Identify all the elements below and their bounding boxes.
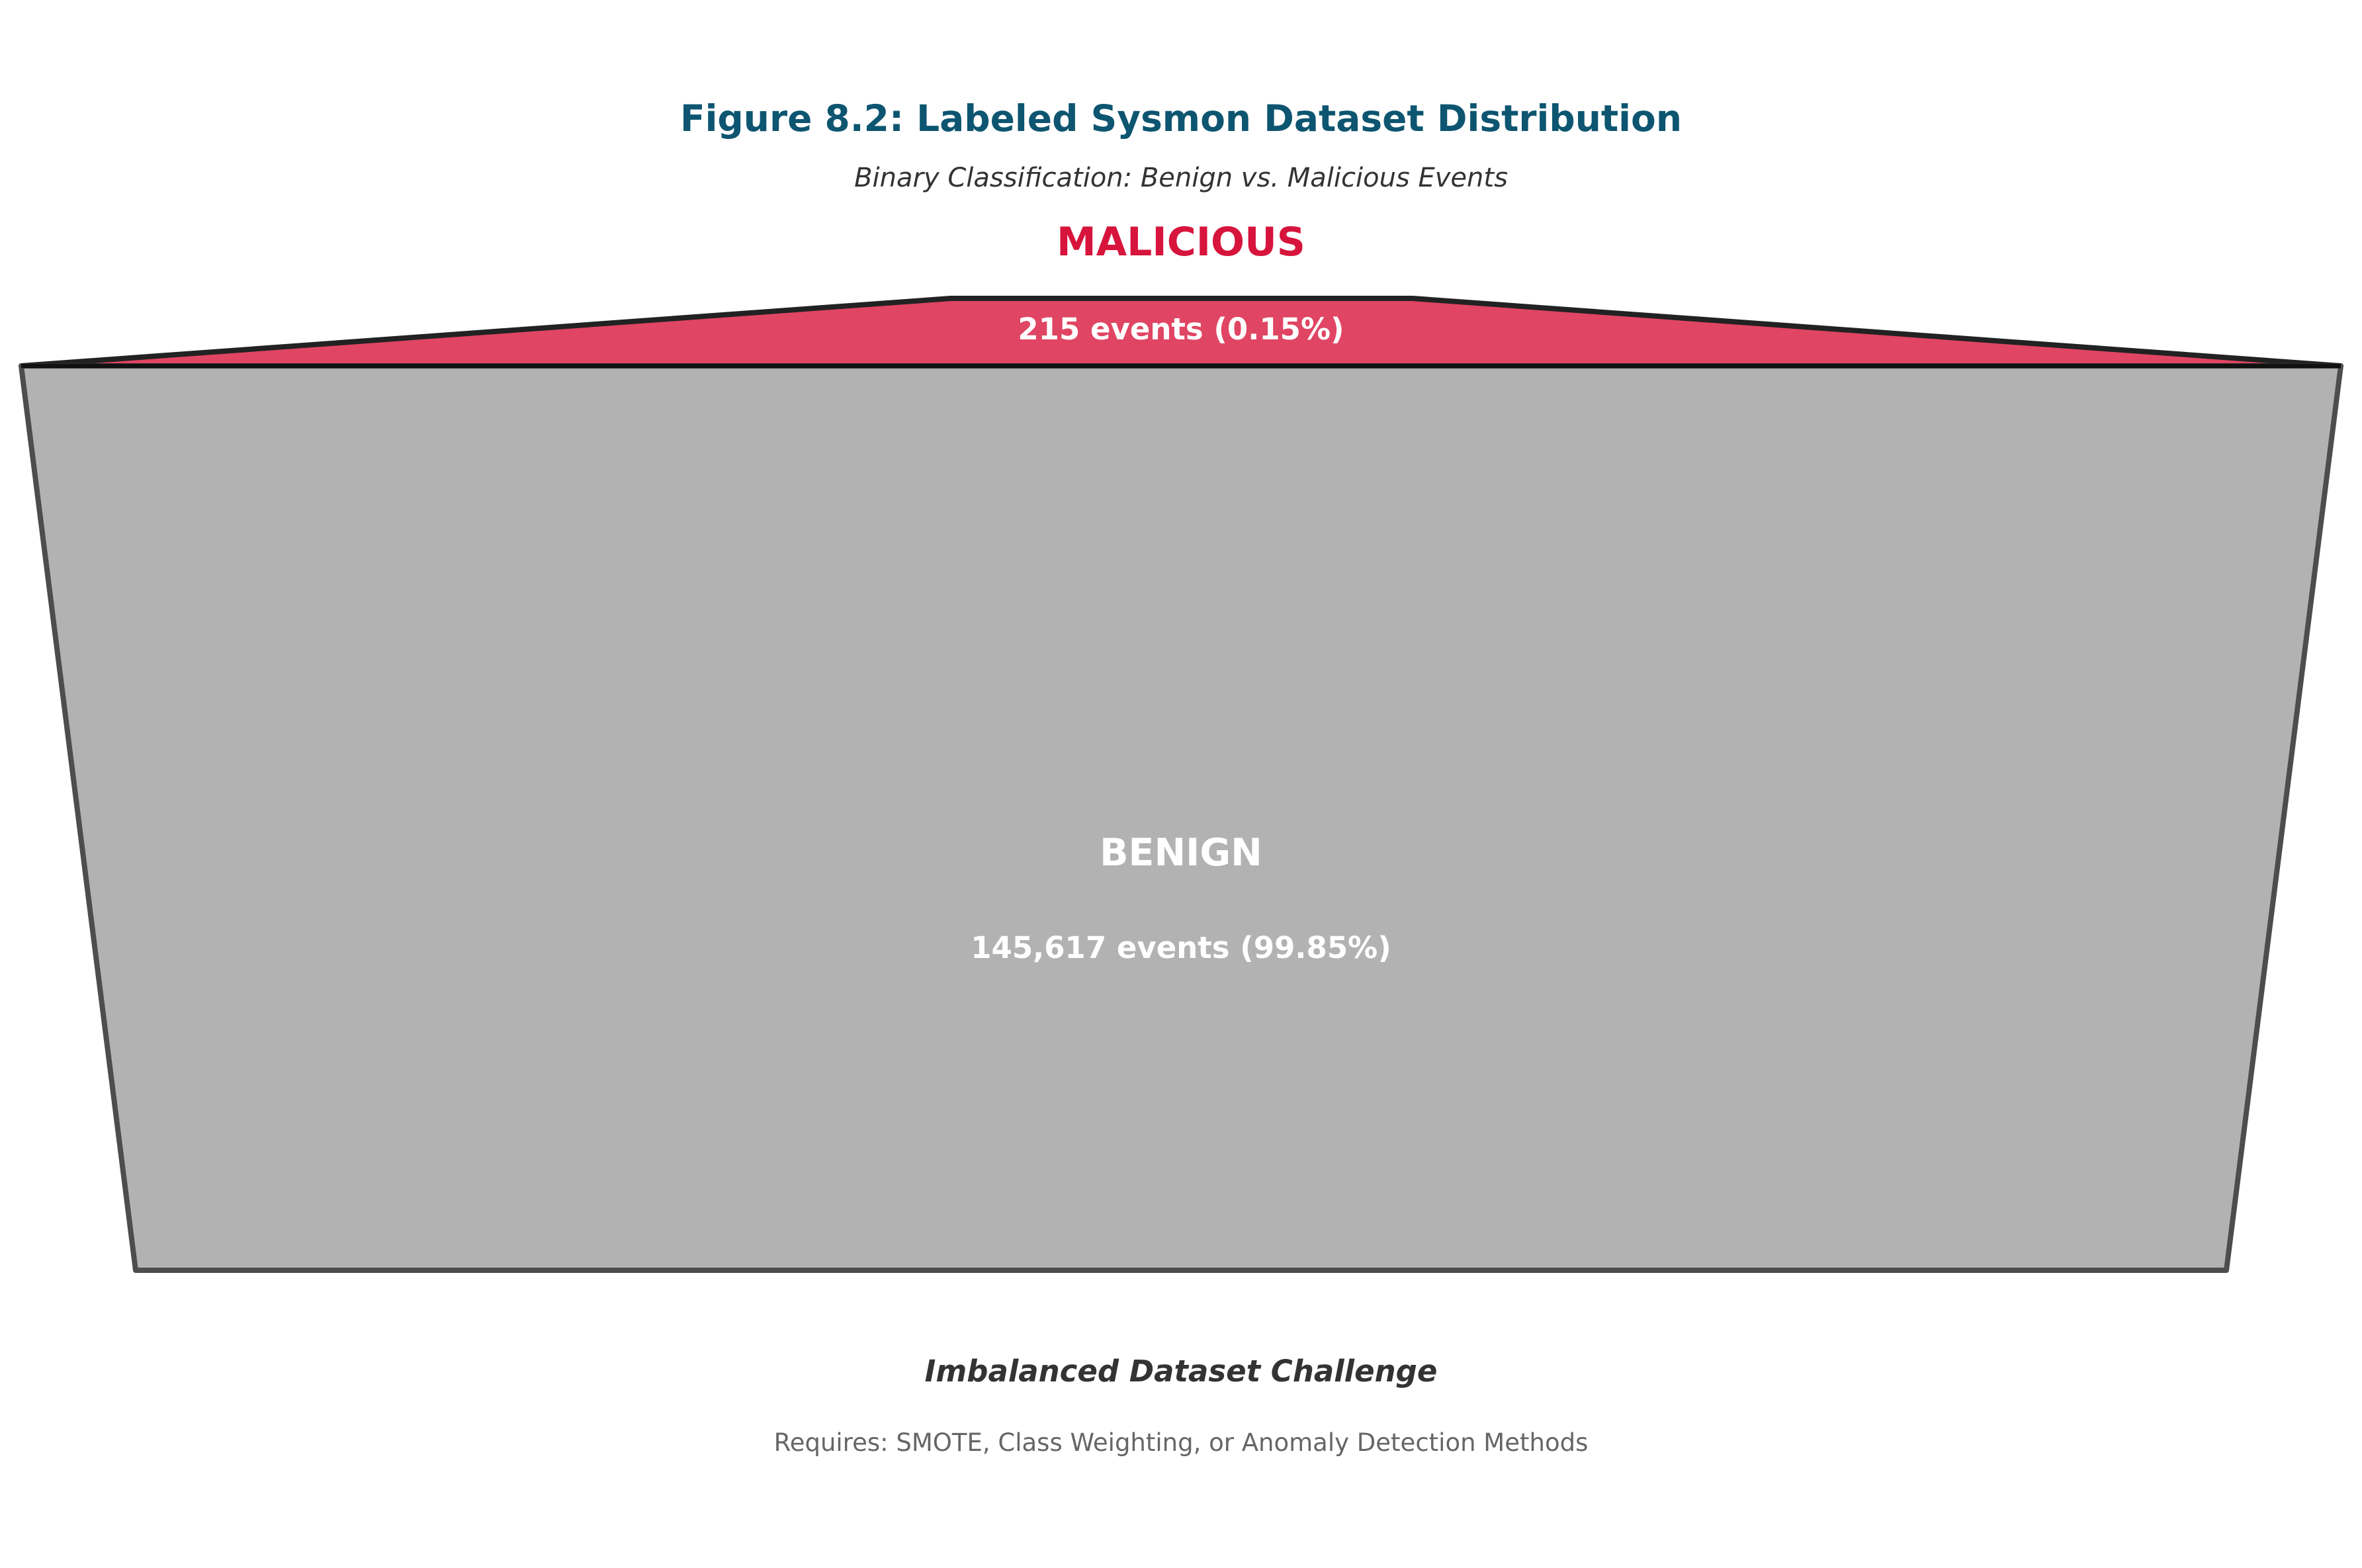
chart-title: Figure 8.2: Labeled Sysmon Dataset Distr… (680, 97, 1682, 140)
chart-subtitle: Binary Classification: Benign vs. Malici… (854, 163, 1508, 193)
imbalance-annotation: Imbalanced Dataset Challenge (925, 1354, 1438, 1389)
malicious-value-label: 215 events (0.15%) (1018, 312, 1344, 347)
benign-segment (19, 363, 2343, 1273)
funnel-segments (19, 296, 2343, 1273)
benign-value-label: 145,617 events (99.85%) (971, 930, 1391, 965)
benign-category-label: BENIGN (1100, 831, 1262, 875)
malicious-category-label: MALICIOUS (1057, 219, 1305, 265)
imbalance-annotation-detail: Requires: SMOTE, Class Weighting, or Ano… (774, 1428, 1589, 1457)
